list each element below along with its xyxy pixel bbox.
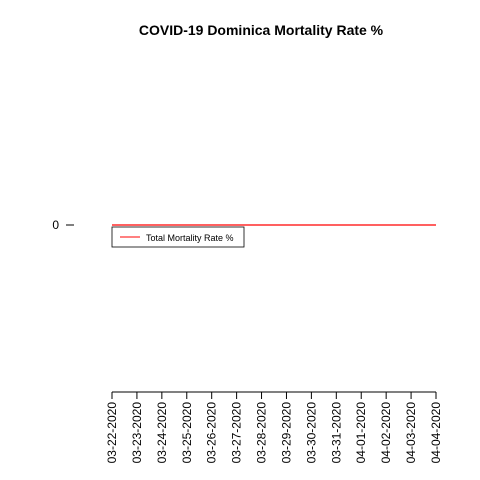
- legend-label: Total Mortality Rate %: [146, 233, 234, 243]
- x-tick-label: 04-03-2020: [404, 402, 418, 464]
- x-tick-label: 03-31-2020: [329, 402, 343, 464]
- x-tick-label: 03-25-2020: [180, 402, 194, 464]
- x-ticks: 03-22-2020 03-23-2020 03-24-2020 03-25-2020…: [105, 392, 443, 463]
- x-tick-label: 04-02-2020: [379, 402, 393, 464]
- x-tick-label: 03-26-2020: [205, 402, 219, 464]
- y-axis: 0: [52, 218, 74, 232]
- x-tick-label: 03-22-2020: [105, 402, 119, 464]
- chart-title: COVID-19 Dominica Mortality Rate %: [139, 22, 384, 38]
- x-tick-label: 03-27-2020: [230, 402, 244, 464]
- x-tick-label: 03-29-2020: [279, 402, 293, 464]
- x-tick-label: 03-30-2020: [304, 402, 318, 464]
- legend-box: [111, 226, 245, 248]
- legend: Total Mortality Rate %: [111, 226, 245, 248]
- x-tick-label: 03-28-2020: [255, 402, 269, 464]
- x-tick-label: 04-04-2020: [429, 402, 443, 464]
- x-tick-label: 04-01-2020: [354, 402, 368, 464]
- x-axis: 03-22-2020 03-23-2020 03-24-2020 03-25-2020…: [105, 391, 443, 463]
- x-tick-label: 03-23-2020: [130, 402, 144, 464]
- y-tick-label: 0: [52, 218, 59, 232]
- x-tick-label: 03-24-2020: [155, 402, 169, 464]
